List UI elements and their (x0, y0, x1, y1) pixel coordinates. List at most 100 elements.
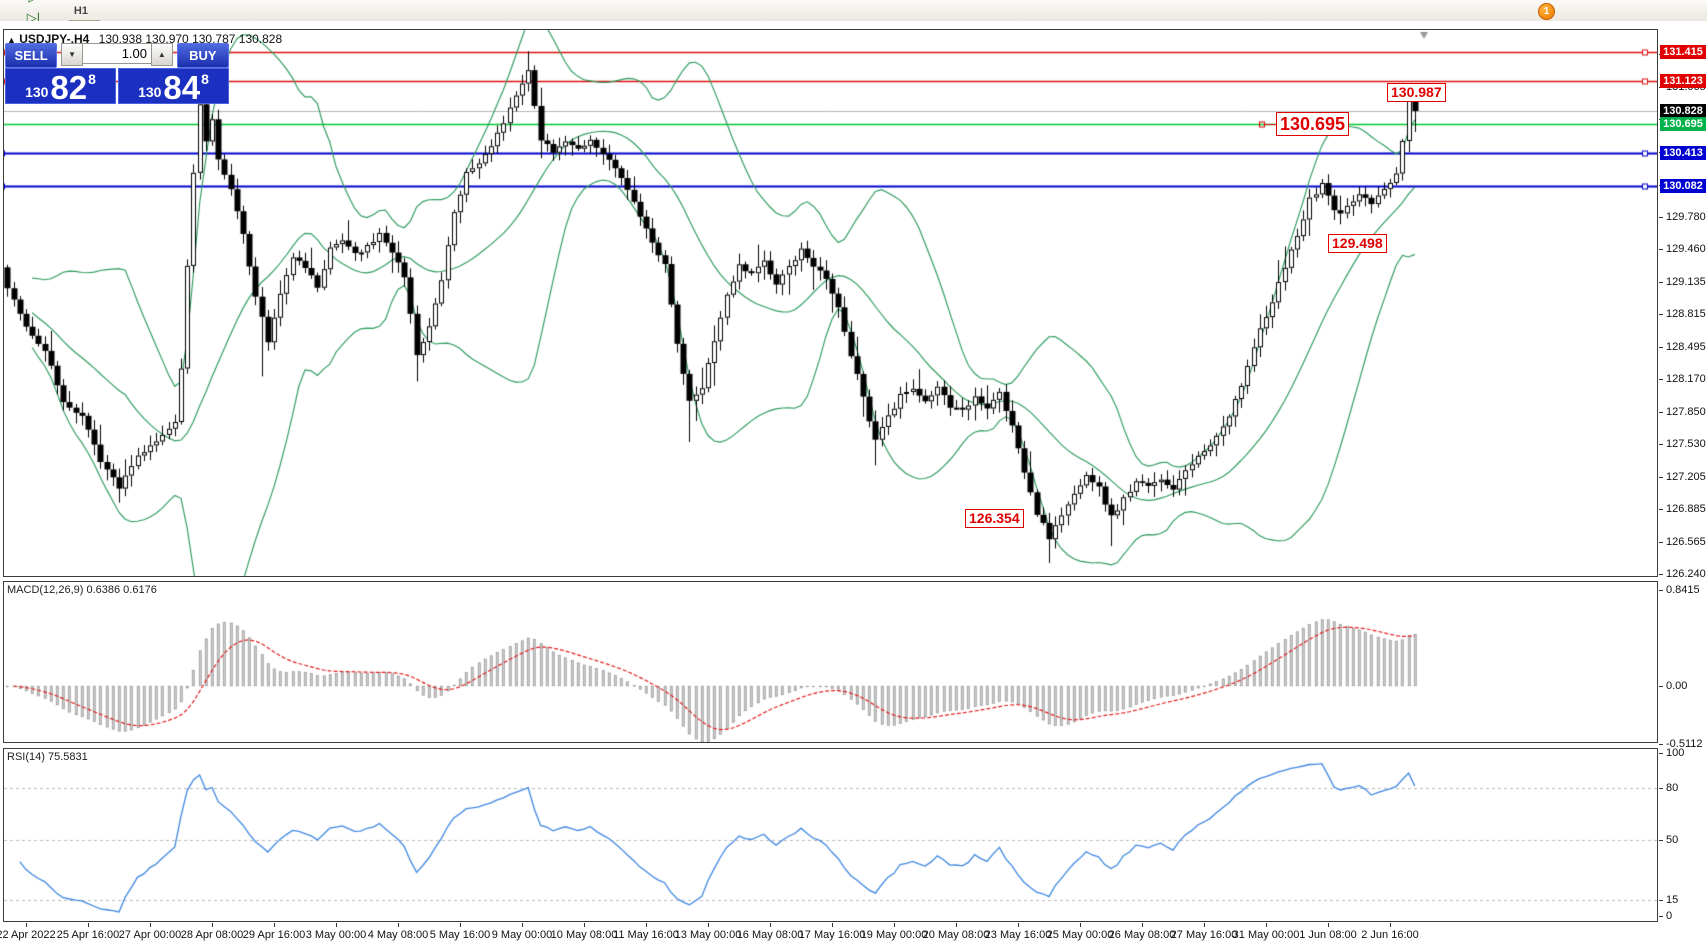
time-tick-mark (770, 923, 771, 927)
time-axis-label: 20 May 08:00 (922, 929, 990, 941)
rsi-axis-label: 50 (1666, 833, 1679, 846)
price-badge-130-082: 130.082 (1660, 179, 1706, 194)
time-tick-mark (1266, 923, 1267, 927)
collapse-arrow-icon[interactable]: ▲ (7, 35, 16, 45)
time-tick-mark (894, 923, 895, 927)
volume-increase-button[interactable]: ▲ (151, 43, 173, 66)
time-axis-label: 5 May 16:00 (429, 929, 491, 941)
time-tick-mark (460, 923, 461, 927)
volume-input[interactable] (83, 43, 151, 64)
time-axis-label: 13 May 00:00 (674, 929, 742, 941)
price-label-annotation-129-498[interactable]: 129.498 (1328, 233, 1387, 253)
time-axis-label: 19 May 00:00 (860, 929, 928, 941)
time-axis-label: 10 May 08:00 (550, 929, 618, 941)
time-axis-label: 2 Jun 16:00 (1361, 929, 1419, 941)
chart-header: ▲ USDJPY-,H4 130.938 130.970 130.787 130… (7, 32, 282, 46)
price-badge-131-123: 131.123 (1660, 74, 1706, 89)
price-badge-130-828: 130.828 (1660, 104, 1706, 118)
sell-price-tile[interactable]: 130 82 8 (5, 68, 116, 104)
axis-tick-mark (1659, 282, 1663, 283)
macd-canvas[interactable] (4, 582, 1657, 742)
time-tick-mark (274, 923, 275, 927)
main-chart-canvas[interactable] (4, 30, 1657, 576)
axis-tick-mark (1659, 686, 1663, 687)
sell-button[interactable]: SELL (5, 43, 58, 68)
price-tick-label: 126.240 (1666, 568, 1706, 581)
axis-tick-mark (1659, 444, 1663, 446)
time-axis-label: 11 May 16:00 (613, 929, 679, 941)
time-axis-label: 16 May 08:00 (736, 929, 804, 941)
time-tick-mark (26, 923, 27, 927)
time-axis-label: 17 May 16:00 (798, 929, 866, 941)
price-badge-130-413: 130.413 (1660, 145, 1706, 160)
buy-price-tile[interactable]: 130 84 8 (118, 68, 229, 104)
volume-decrease-button[interactable]: ▼ (61, 43, 83, 66)
price-tick-label: 126.565 (1666, 535, 1706, 548)
buy-price-pip: 8 (201, 71, 209, 87)
rsi-axis-label: 15 (1666, 894, 1679, 907)
time-axis-label: 31 May 00:00 (1232, 929, 1300, 941)
time-axis-label: 25 May 00:00 (1046, 929, 1114, 941)
axis-tick-mark (1659, 216, 1663, 218)
price-badge-131-415: 131.415 (1660, 44, 1706, 59)
axis-tick-mark (1659, 787, 1663, 789)
axis-tick-mark (1659, 541, 1663, 543)
price-tick-label: 128.170 (1666, 373, 1706, 386)
time-tick-mark (1142, 923, 1143, 927)
sell-price-main: 82 (50, 69, 88, 106)
time-tick-mark (832, 923, 833, 927)
time-tick-mark (88, 923, 89, 927)
buy-button[interactable]: BUY (176, 43, 229, 68)
price-tick-label: 129.780 (1666, 210, 1706, 223)
time-tick-mark (336, 923, 337, 927)
time-axis-label: 28 Apr 08:00 (180, 929, 244, 941)
price-tick-label: 127.530 (1666, 438, 1706, 451)
price-pane[interactable] (3, 29, 1658, 577)
price-label-annotation-126-354[interactable]: 126.354 (965, 509, 1024, 529)
axis-tick-mark (1659, 900, 1663, 902)
axis-tick-mark (1659, 574, 1663, 576)
axis-tick-mark (1659, 346, 1663, 348)
rsi-pane[interactable] (3, 748, 1658, 922)
axis-tick-mark (1659, 411, 1663, 413)
time-axis-label: 25 Apr 16:00 (56, 929, 120, 941)
macd-indicator-label: MACD(12,26,9) 0.6386 0.6176 (7, 584, 157, 596)
notification-badge[interactable]: 1 (1538, 3, 1555, 20)
macd-axis-label: 0.00 (1666, 680, 1688, 692)
price-tick-label: 127.205 (1666, 470, 1706, 483)
rsi-canvas[interactable] (4, 749, 1657, 921)
price-tick-label: 126.885 (1666, 503, 1706, 516)
time-tick-mark (1204, 923, 1205, 927)
one-click-trade-panel: SELL ▼ ▲ BUY 130 82 8 130 84 8 (5, 43, 229, 104)
price-tick-label: 128.495 (1666, 340, 1706, 353)
price-tick-label: 127.850 (1666, 405, 1706, 418)
ohlc-values: 130.938 130.970 130.787 130.828 (98, 32, 283, 46)
main-toolbar: ▦▥新订单◆☁◉●自动交易╫▮∿⊕⊖▦▷▷|+▾⊙▾▤▾↖+│─╱∥FAT◇▾ … (0, 0, 1707, 343)
axis-tick-mark (1659, 476, 1663, 478)
time-axis-label: 23 May 16:00 (984, 929, 1052, 941)
time-axis-label: 1 Jun 08:00 (1299, 929, 1357, 941)
axis-tick-mark (1659, 753, 1663, 754)
price-badge-130-695: 130.695 (1660, 117, 1706, 132)
time-tick-mark (1018, 923, 1019, 927)
time-tick-mark (150, 923, 151, 927)
timeframe-h1-button[interactable]: H1 (73, 4, 88, 17)
time-tick-mark (522, 923, 523, 927)
autoscroll-button[interactable]: ▷ (1, 0, 66, 7)
macd-axis-label: -0.5112 (1666, 738, 1703, 751)
time-tick-mark (646, 923, 647, 927)
time-tick-mark (1328, 923, 1329, 927)
axis-tick-mark (1659, 589, 1663, 591)
rsi-axis-label: 100 (1666, 747, 1685, 759)
macd-pane[interactable] (3, 581, 1658, 743)
price-tick-label: 129.135 (1666, 276, 1706, 288)
price-tick-label: 128.815 (1666, 308, 1706, 321)
chart-window: ▲ USDJPY-,H4 130.938 130.970 130.787 130… (0, 21, 1707, 946)
axis-tick-mark (1659, 379, 1663, 381)
time-axis-label: 4 May 08:00 (367, 929, 429, 941)
rsi-axis-label: 0 (1666, 910, 1673, 922)
time-axis-label: 26 May 08:00 (1108, 929, 1176, 941)
axis-tick-mark (1659, 249, 1663, 251)
price-label-annotation-130-987[interactable]: 130.987 (1387, 83, 1446, 103)
price-label-annotation-130-695[interactable]: 130.695 (1276, 112, 1350, 137)
